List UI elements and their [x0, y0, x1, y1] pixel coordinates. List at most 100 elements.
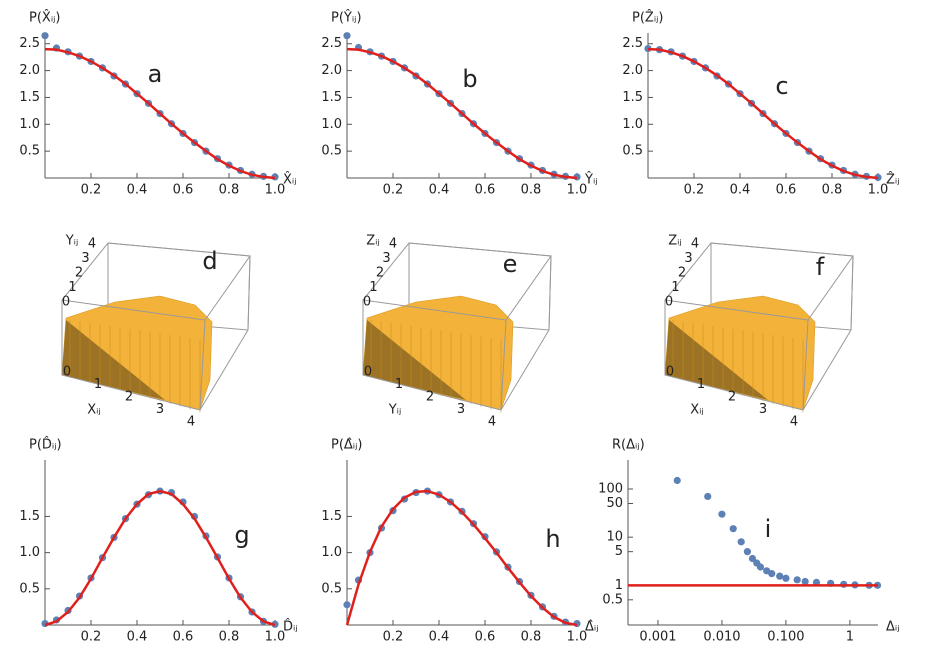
- x-tick-label: 0.6: [475, 183, 496, 198]
- panel-letter: e: [503, 250, 518, 278]
- y-tick-label: 50: [606, 496, 623, 511]
- axis1-tick-label: 1: [369, 280, 377, 295]
- axis2-label: Xᵢⱼ: [690, 403, 704, 418]
- x-tick-label: 0.2: [383, 183, 404, 198]
- box-top: [61, 242, 251, 321]
- x-tick-label: 0.8: [521, 183, 542, 198]
- y-tick-label: 1.5: [19, 509, 40, 524]
- x-tick-label: 1.0: [868, 183, 889, 198]
- axis1-tick-label: 4: [389, 237, 397, 252]
- box-edge: [850, 255, 854, 331]
- data-point: [737, 538, 745, 546]
- axis2-tick-label: 2: [125, 390, 133, 405]
- y-axis-label: P(Ẑᵢⱼ): [632, 10, 663, 26]
- x-tick-label: 0.2: [81, 630, 102, 645]
- y-tick-label: 2.0: [19, 63, 40, 78]
- y-axis-label: R(Δᵢⱼ): [612, 438, 645, 453]
- axis1-tick-label: 4: [691, 237, 699, 252]
- fit-curve: [346, 47, 578, 180]
- data-point: [729, 525, 737, 533]
- fit-curve: [345, 489, 578, 627]
- axis2-tick-label: 3: [457, 402, 465, 417]
- axis2-tick-label: 0: [364, 365, 372, 380]
- y-tick-label: 2.0: [622, 63, 643, 78]
- x-tick-label: 0.8: [521, 630, 542, 645]
- axis1-tick-label: 2: [75, 266, 83, 281]
- y-tick-label: 1.0: [19, 545, 40, 560]
- x-tick-label: 1.0: [265, 183, 286, 198]
- x-tick-label: 1.0: [567, 183, 588, 198]
- x-tick-label: 0.6: [173, 183, 194, 198]
- y-tick-label: 2.5: [622, 36, 643, 51]
- y-axis-label: P(Ŷᵢⱼ): [331, 10, 362, 26]
- x-axis-label: X̂ᵢⱼ: [283, 172, 297, 187]
- axis1-tick-label: 1: [68, 280, 76, 295]
- fit-curve: [647, 47, 879, 180]
- axis1-tick-label: 0: [62, 295, 70, 310]
- box-edge: [500, 329, 550, 411]
- panel-letter: c: [775, 72, 788, 100]
- y-axis-label: P(X̂ᵢⱼ): [29, 10, 60, 25]
- axis2-tick-label: 3: [156, 402, 164, 417]
- x-tick-label: 0.4: [429, 630, 450, 645]
- axis1-tick-label: 0: [363, 295, 371, 310]
- y-tick-label: 0.5: [321, 581, 342, 596]
- y-tick-label: 2.5: [19, 36, 40, 51]
- box-top: [664, 242, 854, 321]
- data-point: [782, 574, 790, 582]
- x-tick-label: 0.001: [639, 630, 676, 645]
- axis1-tick-label: 2: [678, 266, 686, 281]
- axis2-tick-label: 4: [187, 415, 195, 430]
- y-axis-label: P(D̂ᵢⱼ): [29, 437, 62, 452]
- axis2-label: Xᵢⱼ: [87, 403, 101, 418]
- axis2-label: Yᵢⱼ: [388, 403, 402, 418]
- axis2-tick-label: 4: [790, 415, 798, 430]
- data-point: [343, 601, 351, 609]
- x-tick-label: 0.6: [173, 630, 194, 645]
- surface-shadow: [665, 320, 768, 400]
- axis2-tick-label: 4: [488, 415, 496, 430]
- axis1-label: Yᵢⱼ: [65, 234, 79, 249]
- x-tick-label: 0.8: [219, 183, 240, 198]
- data-point: [673, 476, 681, 485]
- x-tick-label: 0.2: [81, 183, 102, 198]
- y-tick-label: 0.5: [321, 144, 342, 159]
- x-axis-label: Ẑᵢⱼ: [886, 172, 900, 188]
- x-tick-label: 0.100: [767, 630, 804, 645]
- axis2-tick-label: 2: [426, 390, 434, 405]
- y-tick-label: 100: [598, 481, 623, 496]
- data-point: [793, 576, 801, 584]
- axis2-tick-label: 0: [63, 365, 71, 380]
- data-point: [704, 492, 712, 501]
- data-point: [801, 577, 809, 586]
- data-point: [776, 572, 784, 580]
- data-point: [748, 554, 757, 563]
- panel-letter: d: [202, 247, 217, 275]
- y-tick-label: 1.5: [622, 90, 643, 105]
- fit-curve: [44, 47, 276, 180]
- y-axis-label: P(Δ̂ᵢⱼ): [331, 438, 362, 453]
- y-tick-label: 1.5: [321, 90, 342, 105]
- y-tick-label: 2.0: [321, 63, 342, 78]
- x-tick-label: 1.0: [567, 630, 588, 645]
- axis1-label: Zᵢⱼ: [668, 234, 682, 249]
- axis1-tick-label: 4: [88, 237, 96, 252]
- panel-letter: g: [234, 521, 249, 549]
- y-tick-label: 0.5: [602, 592, 623, 607]
- y-tick-label: 0.5: [19, 144, 40, 159]
- axis2-tick-label: 1: [395, 377, 403, 392]
- y-tick-label: 1.0: [622, 117, 643, 132]
- axis2-tick-label: 1: [94, 377, 102, 392]
- box-edge: [548, 255, 552, 331]
- y-tick-label: 0.5: [19, 581, 40, 596]
- y-tick-label: 2.5: [321, 36, 342, 51]
- panel-letter: f: [816, 253, 825, 281]
- axis2-tick-label: 3: [759, 402, 767, 417]
- x-axis-label: Ŷᵢⱼ: [584, 172, 598, 188]
- x-tick-label: 0.2: [383, 630, 404, 645]
- panel-letter: h: [545, 525, 560, 553]
- data-point: [343, 32, 351, 40]
- y-tick-label: 0.5: [622, 144, 643, 159]
- panel-letter: a: [148, 60, 163, 88]
